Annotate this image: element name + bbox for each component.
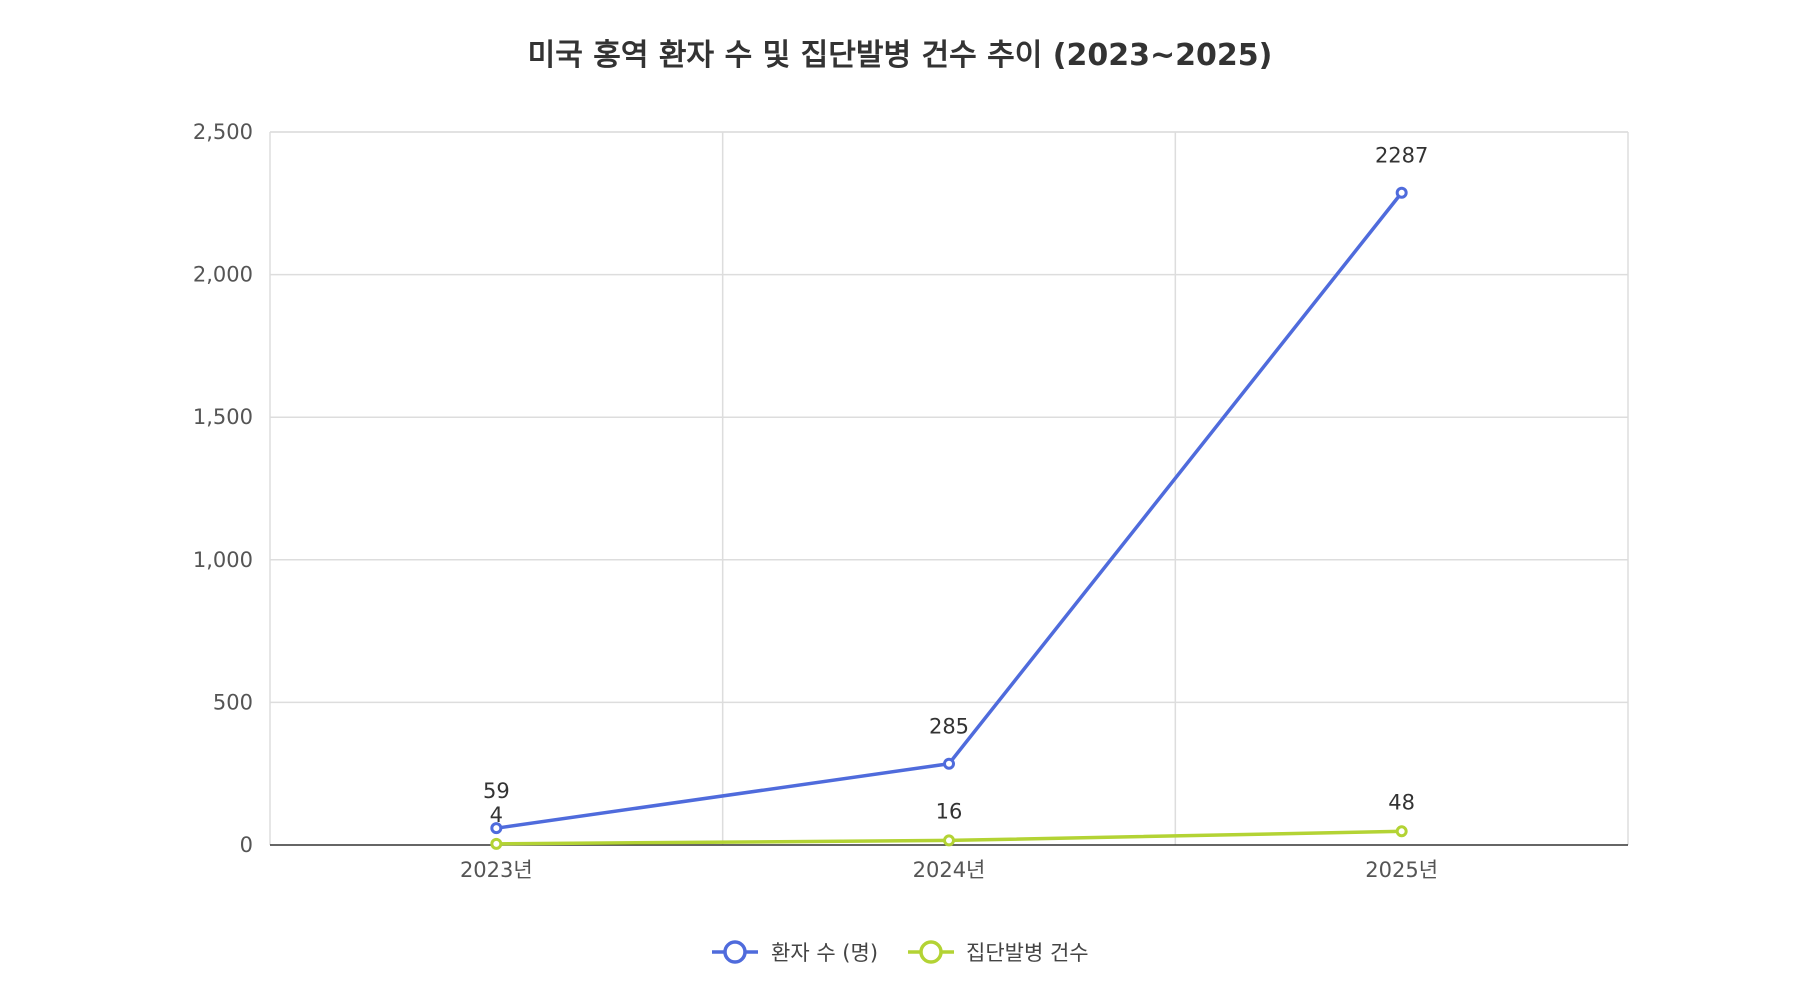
legend-swatch-marker-2 [919,940,943,964]
y-tick-label: 0 [240,833,253,857]
y-tick-label: 1,000 [193,548,253,572]
chart-title: 미국 홍역 환자 수 및 집단발병 건수 추이 (2023~2025) [528,38,1273,73]
legend-label-1: 환자 수 (명) [771,941,878,965]
legend-swatch-marker-1 [723,940,747,964]
series-1-data-label: 2287 [1375,144,1428,168]
y-tick-label: 2,500 [193,120,253,144]
y-tick-label: 500 [213,690,253,714]
series-2-data-label: 4 [490,803,503,827]
x-tick-label: 2024년 [913,858,986,882]
series-2-point [490,837,503,850]
data-label-layer: 59 285 2287 4 16 48 [483,144,1428,827]
x-tick-label: 2025년 [1365,858,1438,882]
series-2-data-label: 16 [936,799,963,823]
grid-layer [269,131,1629,845]
series-2-point [1395,825,1408,838]
y-tick-label: 2,000 [193,263,253,287]
legend-label-2: 집단발병 건수 [966,941,1089,965]
series-1-data-label: 285 [929,715,969,739]
series-1-data-label: 59 [483,779,510,803]
series-1-point [1395,186,1408,199]
y-tick-label: 1,500 [193,405,253,429]
axis-layer: 0 500 1,000 1,500 2,000 2,500 2023년 2024년 2025년 [193,120,1628,882]
legend: 환자 수 (명) 집단발병 건수 [712,940,1089,965]
series-2-point [943,834,955,847]
series-1-point [490,822,503,835]
series-layer [490,186,1408,850]
x-tick-label: 2023년 [460,858,533,882]
series-2-data-label: 48 [1388,790,1415,814]
series-1-point [943,757,955,770]
